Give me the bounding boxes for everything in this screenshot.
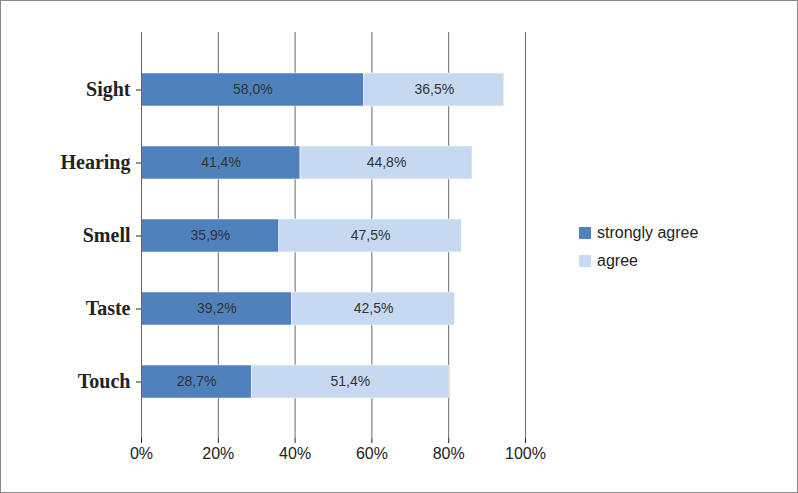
html-text:agree: agree xyxy=(597,251,638,269)
svg-text:41,4%: 41,4% xyxy=(201,154,241,170)
svg-text:39,2%: 39,2% xyxy=(197,300,237,316)
svg-text:42,5%: 42,5% xyxy=(354,300,394,316)
svg-text:60%: 60% xyxy=(356,444,388,461)
svg-text:47,5%: 47,5% xyxy=(351,227,391,243)
svg-text:35,9%: 35,9% xyxy=(191,227,231,243)
svg-text:Sight: Sight xyxy=(86,78,131,101)
svg-text:40%: 40% xyxy=(279,444,311,461)
svg-text:Hearing: Hearing xyxy=(61,151,131,174)
svg-text:28,7%: 28,7% xyxy=(177,373,217,389)
svg-text:51,4%: 51,4% xyxy=(331,373,371,389)
svg-text:Touch: Touch xyxy=(78,370,131,392)
svg-text:36,5%: 36,5% xyxy=(414,81,454,97)
svg-text:58,0%: 58,0% xyxy=(233,81,273,97)
svg-text:Taste: Taste xyxy=(86,297,131,319)
svg-text:80%: 80% xyxy=(433,444,465,461)
svg-text:Smell: Smell xyxy=(83,224,131,246)
html-text:strongly agree: strongly agree xyxy=(597,223,699,241)
svg-text:100%: 100% xyxy=(505,444,546,461)
svg-text:20%: 20% xyxy=(202,444,234,461)
svg-text:0%: 0% xyxy=(130,444,153,461)
svg-text:44,8%: 44,8% xyxy=(367,154,407,170)
